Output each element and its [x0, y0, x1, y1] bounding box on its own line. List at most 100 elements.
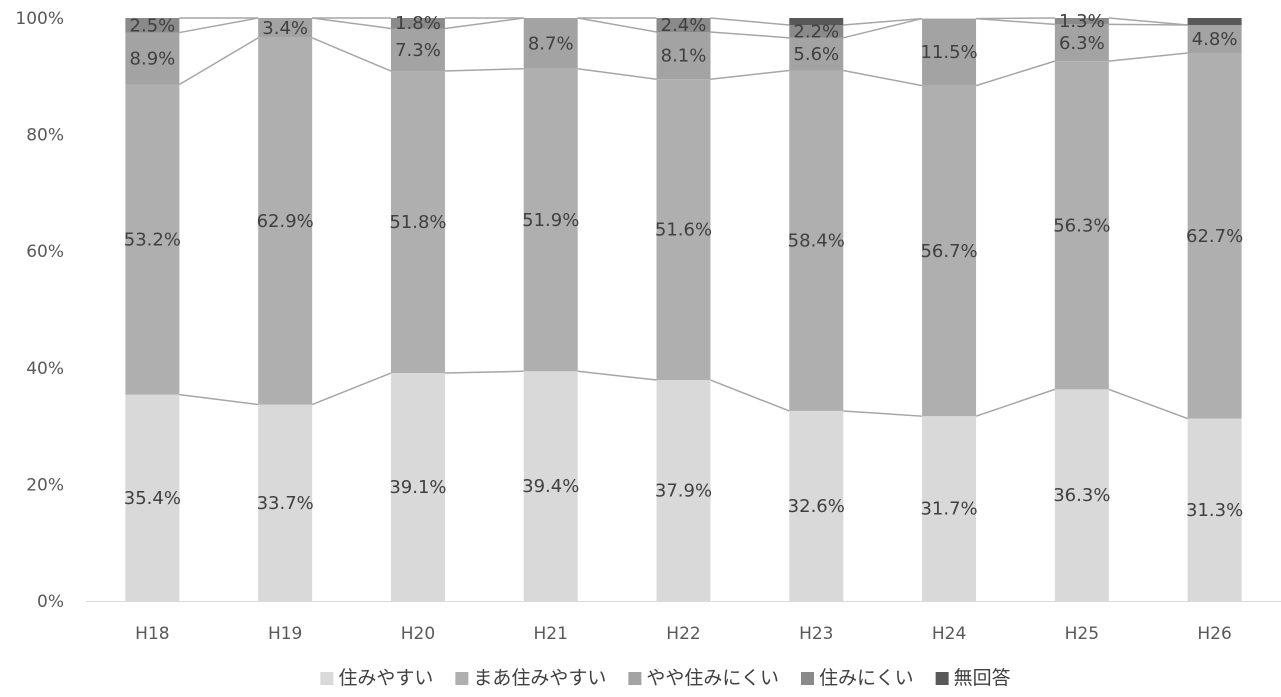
legend-swatch — [455, 672, 469, 685]
series-line — [179, 17, 259, 34]
data-label: 35.4% — [124, 488, 181, 509]
x-tick-label: H24 — [932, 624, 966, 644]
legend-label: 住みやすい — [338, 667, 433, 689]
legend-label: 無回答 — [954, 667, 1011, 689]
legend-label: 住みにくい — [819, 667, 914, 689]
bar-segment — [789, 37, 844, 71]
data-label: 37.9% — [655, 481, 712, 502]
bar-segment — [1187, 52, 1242, 419]
x-tick-label: H26 — [1197, 624, 1231, 644]
y-tick-label: 20% — [26, 475, 64, 495]
series-lines-group — [179, 17, 1188, 420]
bar-segment — [390, 71, 445, 374]
bar-segment — [789, 410, 844, 601]
x-tick-label: H19 — [268, 624, 302, 644]
series-line — [179, 393, 259, 406]
bar-segment — [1054, 18, 1109, 25]
data-label: 2.5% — [130, 15, 176, 36]
series-line — [179, 37, 259, 86]
data-label: 33.7% — [257, 493, 314, 514]
bar-segment — [922, 18, 977, 86]
x-tick-label: H23 — [799, 624, 833, 644]
bars-group — [125, 18, 1242, 601]
series-line — [444, 17, 524, 30]
series-line — [312, 17, 392, 30]
data-label: 39.1% — [389, 477, 446, 498]
data-label: 31.7% — [920, 499, 977, 520]
data-label: 2.2% — [793, 21, 839, 42]
series-line — [710, 379, 790, 412]
bar-segment — [523, 68, 578, 372]
data-label: 56.7% — [920, 241, 977, 262]
y-tick-label: 40% — [26, 359, 64, 379]
data-label: 3.4% — [262, 18, 308, 39]
bar-segment — [390, 18, 445, 29]
bar-segment — [922, 416, 977, 601]
series-line — [975, 388, 1056, 417]
bar-segment — [258, 404, 313, 601]
data-label: 1.3% — [1059, 11, 1105, 32]
data-label: 39.4% — [522, 476, 579, 497]
legend-item: 無回答 — [935, 667, 1011, 689]
legend-swatch — [628, 672, 642, 685]
data-label: 8.1% — [661, 46, 707, 67]
bar-segment — [523, 18, 578, 69]
bar-segment — [1054, 61, 1109, 390]
bar-segment — [390, 28, 445, 72]
series-line — [843, 410, 923, 417]
series-line — [976, 17, 1055, 20]
bar-segment — [1054, 24, 1109, 62]
x-tick-label: H21 — [534, 624, 568, 644]
bar-segment — [125, 84, 180, 395]
series-line — [577, 17, 657, 33]
series-line — [1108, 52, 1188, 62]
bar-segment — [258, 18, 313, 38]
bar-segment — [1054, 389, 1109, 601]
series-line — [1108, 23, 1188, 26]
axes-group: 0% 20% 40% 60% 80% 100% H18 H19 H20 H21 H22 H23 H24 H… — [15, 9, 1281, 644]
series-line — [843, 17, 923, 26]
series-line — [975, 60, 1056, 87]
bar-segment — [258, 37, 313, 405]
series-line — [710, 31, 790, 39]
series-line — [311, 37, 392, 72]
bar-segment — [1187, 24, 1242, 53]
series-line — [710, 69, 790, 80]
legend: 住みやすい まあ住みやすい やや住みにくい 住みにくい 無回答 — [320, 667, 1011, 689]
x-tick-label: H20 — [401, 624, 435, 644]
bar-segment — [523, 371, 578, 601]
legend-label: まあ住みやすい — [473, 667, 606, 689]
data-label: 32.6% — [788, 496, 845, 517]
legend-item: やや住みにくい — [628, 667, 779, 689]
series-line — [843, 69, 923, 87]
legend-swatch — [801, 672, 815, 685]
bar-segment — [656, 380, 711, 601]
data-label: 51.9% — [522, 210, 579, 231]
series-line — [444, 370, 524, 374]
x-tick-label: H22 — [666, 624, 700, 644]
y-tick-label: 0% — [37, 592, 64, 612]
series-line — [577, 67, 657, 80]
data-label: 8.9% — [130, 49, 176, 70]
x-tick-label: H18 — [135, 624, 169, 644]
series-line — [577, 370, 657, 381]
data-label: 51.6% — [655, 220, 712, 241]
series-line — [976, 17, 1055, 26]
bar-segment — [1187, 418, 1242, 601]
bar-segment — [789, 70, 844, 411]
data-label: 51.8% — [389, 212, 446, 233]
bar-segment — [390, 373, 445, 601]
data-label: 36.3% — [1053, 485, 1110, 506]
y-tick-label: 60% — [26, 242, 64, 262]
data-label: 62.7% — [1186, 226, 1243, 247]
series-line — [444, 67, 524, 72]
series-line — [843, 17, 923, 39]
data-label: 6.3% — [1059, 33, 1105, 54]
data-label: 8.7% — [528, 33, 574, 54]
legend-item: まあ住みやすい — [455, 667, 606, 689]
legend-item: 住みにくい — [801, 667, 914, 689]
legend-swatch — [935, 672, 949, 685]
bar-segment — [125, 18, 180, 33]
data-label: 56.3% — [1053, 215, 1110, 236]
